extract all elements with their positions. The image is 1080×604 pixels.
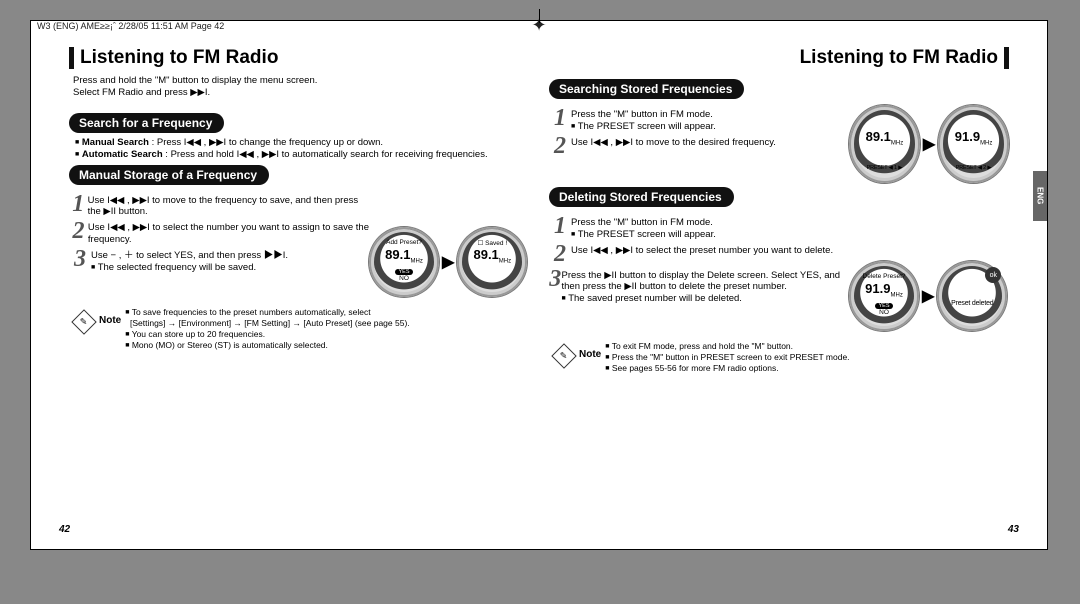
registration-header: W3 (ENG) AME≥≥¡ˆ 2/28/05 11:51 AM Page 4…	[31, 19, 1047, 41]
intro-line: Select FM Radio and press ▶▶I.	[73, 87, 529, 99]
step-number: 3	[69, 248, 91, 271]
header-bar-icon	[1004, 47, 1009, 69]
lcd-dial-delete-preset: Delete Preset? 91.9MHz YES NO	[849, 261, 919, 331]
step-number: 2	[549, 243, 571, 266]
step-number: 1	[69, 193, 88, 216]
arrow-icon: ▶	[442, 252, 454, 272]
step-1: 1 Press the "M" button in FM mode. ■ The…	[549, 107, 849, 133]
body-line: ■ Automatic Search : Press and hold I◀◀ …	[75, 149, 529, 161]
step-text: Use I◀◀ , ▶▶I to move to the desired fre…	[571, 135, 776, 149]
ok-icon: ok	[985, 267, 1001, 283]
dial-illustration: Add Preset? 89.1MHz YES NO ▶ ☐ Saved ! 8…	[369, 191, 529, 297]
section-heading: Deleting Stored Frequencies	[549, 187, 734, 207]
step-1: 1 Use I◀◀ , ▶▶I to move to the frequency…	[69, 193, 369, 219]
step-3: 3 Use − , ＋ to select YES, and then pres…	[69, 248, 369, 274]
step-number: 2	[69, 220, 88, 243]
intro-text: Press and hold the "M" button to display…	[73, 75, 529, 99]
step-number: 3	[549, 268, 561, 291]
step-number: 1	[549, 215, 571, 238]
section-heading: Searching Stored Frequencies	[549, 79, 744, 99]
note-label: Note	[99, 315, 121, 326]
step-number: 2	[549, 135, 571, 158]
lcd-dial-add-preset: Add Preset? 89.1MHz YES NO	[369, 227, 439, 297]
arrow-icon: ▶	[923, 134, 935, 154]
lcd-dial-deleted-ok: ok Preset deleted	[937, 261, 1007, 331]
page-number-right: 43	[1008, 524, 1019, 535]
page-header-left: Listening to FM Radio	[69, 47, 529, 69]
note-block: ✎ Note ■ To exit FM mode, press and hold…	[549, 341, 1009, 374]
step-text: Press the "M" button in FM mode. ■ The P…	[571, 107, 716, 133]
note-text: ■ To save frequencies to the preset numb…	[125, 307, 409, 351]
lcd-dial-saved: ☐ Saved ! 89.1MHz	[457, 227, 527, 297]
step-text: Use I◀◀ , ▶▶I to select the number you w…	[88, 220, 369, 246]
step-text: Use I◀◀ , ▶▶I to select the preset numbe…	[571, 243, 833, 257]
lcd-dial-preset-2: 91.9MHz PRESET ◀ 2 ▶	[938, 105, 1009, 183]
storage-block: 1 Use I◀◀ , ▶▶I to move to the frequency…	[69, 191, 529, 297]
page-header-right: Listening to FM Radio	[549, 47, 1009, 69]
page-left: Listening to FM Radio Press and hold the…	[59, 43, 539, 535]
header-bar-icon	[69, 47, 74, 69]
delete-stored-block: 1 Press the "M" button in FM mode. ■ The…	[549, 213, 1009, 331]
page-right: Listening to FM Radio Searching Stored F…	[539, 43, 1019, 535]
note-icon: ✎	[551, 343, 576, 368]
step-text: Press the ▶II button to display the Dele…	[561, 268, 849, 306]
step-text: Press the "M" button in FM mode. ■ The P…	[571, 215, 716, 241]
content-area: Listening to FM Radio Press and hold the…	[59, 43, 1019, 535]
page-title: Listening to FM Radio	[80, 47, 278, 69]
section-heading: Manual Storage of a Frequency	[69, 165, 269, 185]
dial-illustration: Delete Preset? 91.9MHz YES NO ▶ ok Prese…	[849, 213, 1009, 331]
step-1: 1 Press the "M" button in FM mode. ■ The…	[549, 215, 849, 241]
step-3: 3 Press the ▶II button to display the De…	[549, 268, 849, 306]
page-number-left: 42	[59, 524, 70, 535]
note-block: ✎ Note ■ To save frequencies to the pres…	[69, 307, 529, 351]
intro-line: Press and hold the "M" button to display…	[73, 75, 529, 87]
note-label: Note	[579, 349, 601, 360]
arrow-icon: ▶	[922, 286, 934, 306]
step-2: 2 Use I◀◀ , ▶▶I to move to the desired f…	[549, 135, 849, 158]
section-body: ■ Manual Search : Press I◀◀ , ▶▶I to cha…	[75, 137, 529, 161]
section-heading: Search for a Frequency	[69, 113, 224, 133]
note-icon: ✎	[71, 309, 96, 334]
search-stored-block: 1 Press the "M" button in FM mode. ■ The…	[549, 105, 1009, 183]
step-number: 1	[549, 107, 571, 130]
page-title: Listening to FM Radio	[800, 47, 998, 69]
dial-illustration: 89.1MHz PRESET ◀ 1 ▶ ▶ 91.9MHz PRESET ◀ …	[849, 105, 1009, 183]
manual-spread: W3 (ENG) AME≥≥¡ˆ 2/28/05 11:51 AM Page 4…	[30, 20, 1048, 550]
body-line: ■ Manual Search : Press I◀◀ , ▶▶I to cha…	[75, 137, 529, 149]
note-text: ■ To exit FM mode, press and hold the "M…	[605, 341, 849, 374]
source-line: W3 (ENG) AME≥≥¡ˆ 2/28/05 11:51 AM Page 4…	[37, 21, 224, 31]
step-text: Use I◀◀ , ▶▶I to move to the frequency t…	[88, 193, 369, 219]
lcd-dial-preset-1: 89.1MHz PRESET ◀ 1 ▶	[849, 105, 920, 183]
registration-line	[539, 9, 540, 23]
step-text: Use − , ＋ to select YES, and then press …	[91, 248, 288, 274]
step-2: 2 Use I◀◀ , ▶▶I to select the number you…	[69, 220, 369, 246]
step-2: 2 Use I◀◀ , ▶▶I to select the preset num…	[549, 243, 849, 266]
language-tab: ENG	[1033, 171, 1047, 221]
